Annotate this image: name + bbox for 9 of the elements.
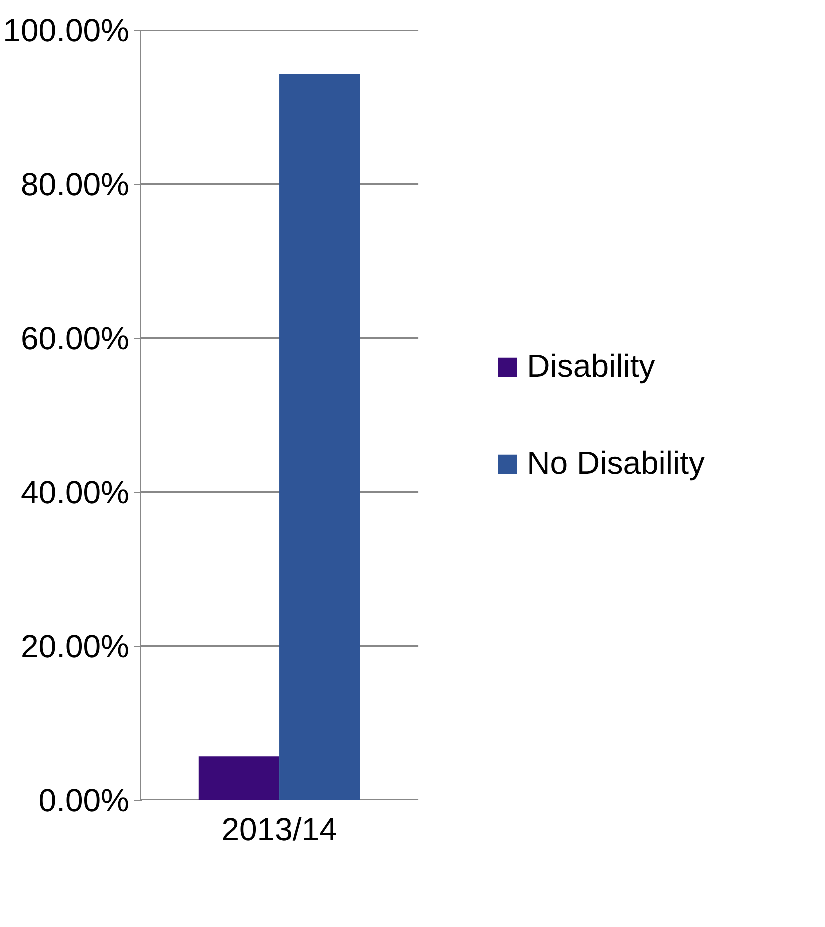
y-tick-label: 40.00% [20, 474, 130, 510]
legend-label: No Disability [527, 445, 705, 482]
y-tick-label: 60.00% [20, 320, 130, 356]
legend-label: Disability [527, 348, 656, 385]
y-tick-label: 100.00% [3, 12, 130, 48]
y-tick-label: 80.00% [20, 166, 130, 202]
x-tick-label: 2013/14 [222, 812, 338, 848]
y-tick-label: 0.00% [38, 782, 130, 818]
y-tick-label: 20.00% [20, 628, 130, 664]
